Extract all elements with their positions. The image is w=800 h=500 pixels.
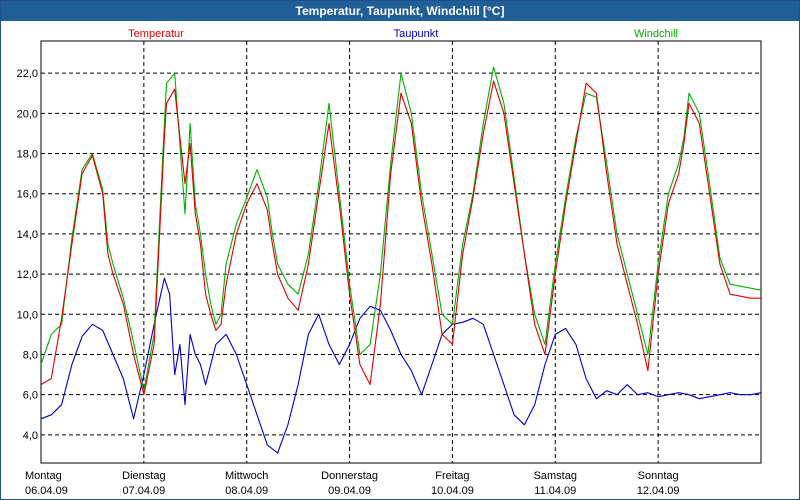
- x-tick-day: Freitag: [435, 470, 469, 482]
- x-tick-day: Donnerstag: [321, 470, 378, 482]
- series-line-taupunkt: [40, 277, 762, 454]
- x-tick-date: 09.04.09: [328, 485, 371, 497]
- y-tick-label: 6,0: [23, 390, 38, 402]
- x-tick-day: Samstag: [534, 470, 577, 482]
- y-tick-label: 20,0: [17, 108, 38, 120]
- y-tick-label: 4,0: [23, 430, 38, 442]
- y-tick-label: 14,0: [17, 229, 38, 241]
- x-tick-day: Dienstag: [122, 470, 165, 482]
- y-tick-label: 12,0: [17, 269, 38, 281]
- legend-temperatur: Temperatur: [128, 28, 184, 40]
- series-line-windchill: [40, 66, 762, 392]
- y-tick-label: 10,0: [17, 309, 38, 321]
- x-tick-day: Montag: [25, 470, 62, 482]
- x-tick-date: 11.04.09: [534, 485, 576, 497]
- y-tick-label: 18,0: [17, 149, 38, 161]
- x-tick-date: 12.04.09: [637, 485, 680, 497]
- x-tick-day: Sonntag: [638, 470, 679, 482]
- x-tick-date: 06.04.09: [25, 485, 68, 497]
- x-tick-day: Mittwoch: [225, 470, 268, 482]
- y-tick-label: 22,0: [17, 68, 38, 80]
- legend-taupunkt: Taupunkt: [394, 28, 439, 40]
- window-title: Temperatur, Taupunkt, Windchill [°C]: [1, 1, 799, 21]
- y-tick-label: 16,0: [17, 189, 38, 201]
- legend-windchill: Windchill: [634, 28, 678, 40]
- x-tick-date: 07.04.09: [122, 485, 165, 497]
- x-tick-date: 10.04.09: [431, 485, 474, 497]
- series-line-temperatur: [40, 80, 761, 396]
- x-tick-date: 08.04.09: [225, 485, 268, 497]
- plot-area: [40, 40, 762, 464]
- y-tick-label: 8,0: [23, 349, 38, 361]
